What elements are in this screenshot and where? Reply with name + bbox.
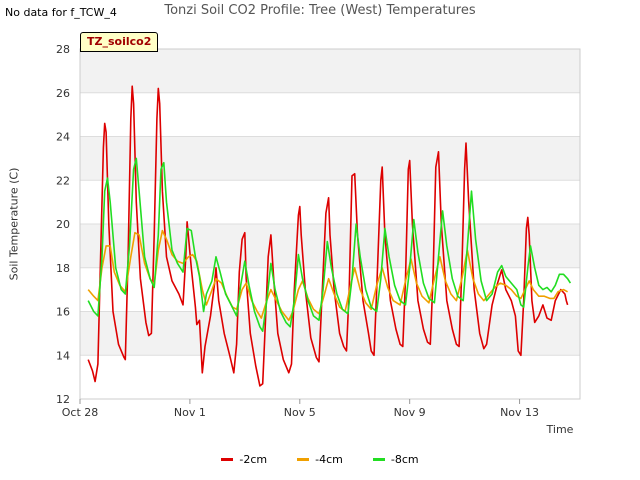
background-band xyxy=(80,92,580,137)
legend-item-8cm: -8cm xyxy=(372,453,419,466)
y-tick-label: 22 xyxy=(56,174,70,187)
legend: -2cm -4cm -8cm xyxy=(0,453,640,466)
legend-swatch-2cm xyxy=(221,458,234,461)
x-tick-label: Oct 28 xyxy=(62,406,99,419)
legend-item-2cm: -2cm xyxy=(221,453,267,466)
background-band xyxy=(80,311,580,356)
series-line-minus-4cm xyxy=(87,229,568,322)
y-tick-label: 20 xyxy=(56,218,70,231)
x-tick-label: Nov 9 xyxy=(394,406,426,419)
series-line-minus-8cm xyxy=(87,157,572,332)
legend-swatch-4cm xyxy=(297,458,310,461)
legend-label-8cm: -8cm xyxy=(390,453,419,466)
y-axis-title: Soil Temperature (C) xyxy=(7,167,21,281)
legend-label-4cm: -4cm xyxy=(315,453,343,466)
x-tick-label: Nov 1 xyxy=(174,406,206,419)
y-tick-label: 14 xyxy=(56,349,70,362)
background-band xyxy=(80,49,580,93)
x-tick-label: Nov 13 xyxy=(500,406,539,419)
site-tag: TZ_soilco2 xyxy=(80,32,159,52)
series-lines xyxy=(87,85,572,387)
y-tick-label: 12 xyxy=(56,393,70,406)
background-band xyxy=(80,136,580,181)
y-tick-label: 28 xyxy=(56,43,70,56)
no-data-note: No data for f_TCW_4 xyxy=(5,6,117,19)
plot-frame xyxy=(79,48,581,400)
y-tick-label: 24 xyxy=(56,131,70,144)
y-axis-ticks: 12 14 16 18 20 22 24 26 28 xyxy=(56,43,70,406)
y-tick-label: 26 xyxy=(56,87,70,100)
legend-label-2cm: -2cm xyxy=(239,453,268,466)
series-line-minus-2cm xyxy=(87,85,569,387)
background-band xyxy=(80,355,580,399)
y-tick-label: 18 xyxy=(56,262,70,275)
legend-item-4cm: -4cm xyxy=(297,453,343,466)
x-tick-label: Nov 5 xyxy=(284,406,316,419)
chart-title: Tonzi Soil CO2 Profile: Tree (West) Temp… xyxy=(164,3,476,18)
y-tick-label: 16 xyxy=(56,306,70,319)
legend-swatch-8cm xyxy=(372,458,385,461)
x-axis-title: Time xyxy=(546,423,574,436)
x-axis-ticks: Oct 28 Nov 1 Nov 5 Nov 9 Nov 13 xyxy=(62,399,539,419)
